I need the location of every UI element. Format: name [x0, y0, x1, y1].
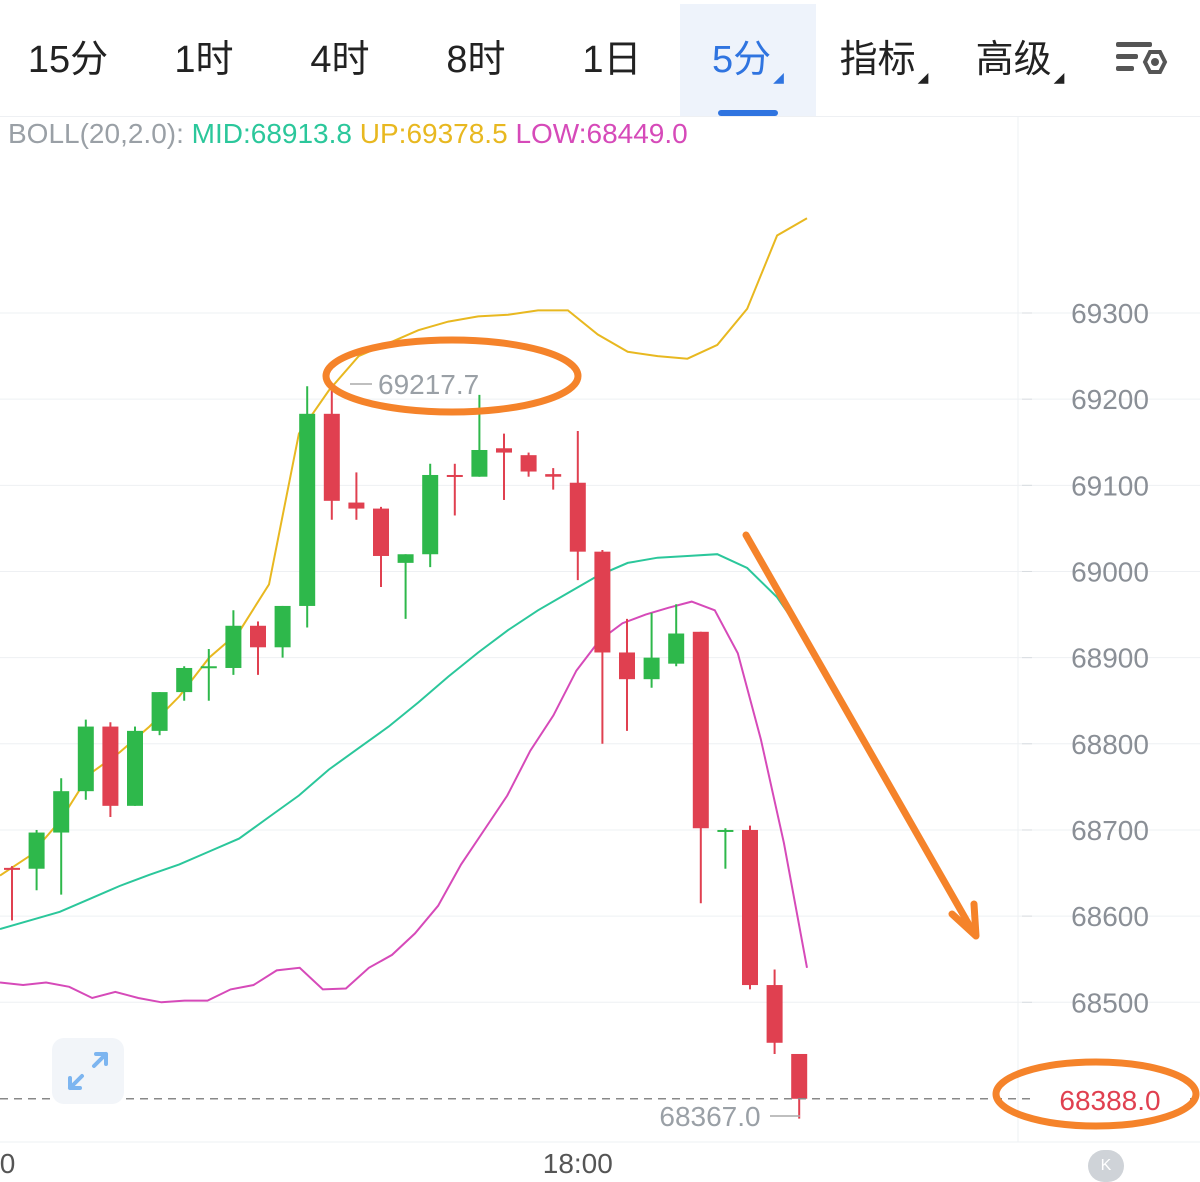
- candle-body: [225, 625, 242, 668]
- chart-settings-icon[interactable]: [1112, 36, 1172, 86]
- candle-body: [176, 667, 193, 693]
- candle-body: [250, 625, 266, 648]
- down-arrow-head: [948, 900, 980, 940]
- expand-chart-button[interactable]: [52, 1038, 124, 1104]
- candle-body: [569, 482, 586, 552]
- y-tick-label: 68500: [1071, 987, 1149, 1018]
- candle-body: [102, 726, 119, 806]
- y-tick-label: 69300: [1071, 298, 1149, 329]
- dropdown-caret-icon: ◢: [1053, 69, 1065, 85]
- y-tick-label: 69000: [1071, 556, 1149, 587]
- boll-mid-line: [0, 553, 808, 930]
- boll-low-value: LOW:68449.0: [515, 118, 688, 149]
- tab-5[interactable]: 1日: [544, 4, 680, 116]
- y-tick-label: 68700: [1071, 815, 1149, 846]
- candle-body: [791, 1053, 808, 1099]
- boll-mid-value: MID:68913.8: [191, 118, 352, 149]
- candle-body: [422, 474, 439, 555]
- y-tick-label: 68600: [1071, 901, 1149, 932]
- down-arrow-shaft: [742, 531, 976, 934]
- candle-body: [323, 413, 340, 501]
- tab-label: 8时: [446, 39, 506, 81]
- y-tick-label: 69200: [1071, 384, 1149, 415]
- high-circle-annotation: [322, 336, 582, 416]
- tab-3[interactable]: 4时: [272, 4, 408, 116]
- candle-body: [53, 791, 70, 833]
- candle-body: [200, 666, 217, 669]
- tab-label: 指标: [839, 39, 916, 81]
- candle-body: [619, 652, 635, 680]
- boll-up-line: [0, 217, 808, 877]
- dropdown-caret-icon: ◢: [773, 69, 784, 85]
- scroll-to-latest-icon[interactable]: K: [1088, 1150, 1124, 1182]
- candle-body: [766, 985, 783, 1043]
- tab-6[interactable]: 5分 ◢: [680, 4, 816, 116]
- tab-4[interactable]: 8时: [408, 4, 544, 116]
- candle-body: [274, 605, 291, 648]
- candle-body: [643, 657, 660, 680]
- boll-indicator-legend: BOLL(20,2.0): MID:68913.8 UP:69378.5 LOW…: [8, 118, 688, 150]
- tab-label: 高级: [975, 39, 1052, 81]
- candle-body: [668, 633, 685, 664]
- candle-body: [742, 829, 758, 986]
- last-price-label: 68388.0: [1059, 1085, 1160, 1116]
- x-tick-label: 18:00: [543, 1148, 613, 1179]
- boll-low-line: [0, 600, 808, 1004]
- tab-label: 1日: [582, 39, 642, 81]
- boll-up-value: UP:69378.5: [359, 118, 508, 149]
- tab-1[interactable]: 15分: [0, 4, 136, 116]
- candle-body: [446, 474, 463, 477]
- candle-body: [151, 692, 168, 731]
- candle-body: [545, 474, 562, 477]
- last-price-box: [1036, 1078, 1186, 1119]
- candle-body: [496, 448, 512, 453]
- tab-label: 5分: [712, 39, 772, 81]
- y-tick-label: 69100: [1071, 470, 1149, 501]
- candle-body: [77, 726, 94, 792]
- boll-indicator-name: BOLL(20,2.0):: [8, 118, 184, 149]
- candle-body: [594, 551, 611, 653]
- candle-body: [348, 502, 365, 509]
- candle-body: [4, 867, 20, 870]
- candle-body: [28, 832, 45, 869]
- candle-body: [717, 829, 734, 832]
- candle-body: [373, 508, 389, 556]
- price-circle-annotation: [992, 1058, 1200, 1130]
- candle-body: [127, 730, 143, 806]
- candle-body: [471, 449, 488, 477]
- active-tab-indicator: [718, 110, 778, 116]
- tab-7[interactable]: 指标 ◢: [816, 4, 952, 116]
- y-tick-label: 68900: [1071, 643, 1149, 674]
- tab-label: 1时: [174, 39, 234, 81]
- expand-icon: [68, 1052, 108, 1090]
- candle-body: [397, 554, 414, 563]
- tab-8[interactable]: 高级 ◢: [952, 4, 1088, 116]
- y-tick-label: 68800: [1071, 729, 1149, 760]
- dropdown-caret-icon: ◢: [917, 69, 929, 85]
- tab-label: 15分: [27, 39, 109, 81]
- candle-body: [520, 455, 537, 472]
- tab-label: 4时: [310, 39, 370, 81]
- x-tick-label: 00: [0, 1148, 15, 1179]
- tab-2[interactable]: 1时: [136, 4, 272, 116]
- candle-body: [692, 631, 709, 829]
- timeframe-tab-bar: 15分 1时 4时 8时 1日 5分 ◢ 指标 ◢ 高级 ◢: [0, 0, 1200, 117]
- candle-body: [299, 413, 316, 606]
- high-price-label: 69217.7: [378, 369, 479, 400]
- low-price-label: 68367.0: [659, 1101, 760, 1132]
